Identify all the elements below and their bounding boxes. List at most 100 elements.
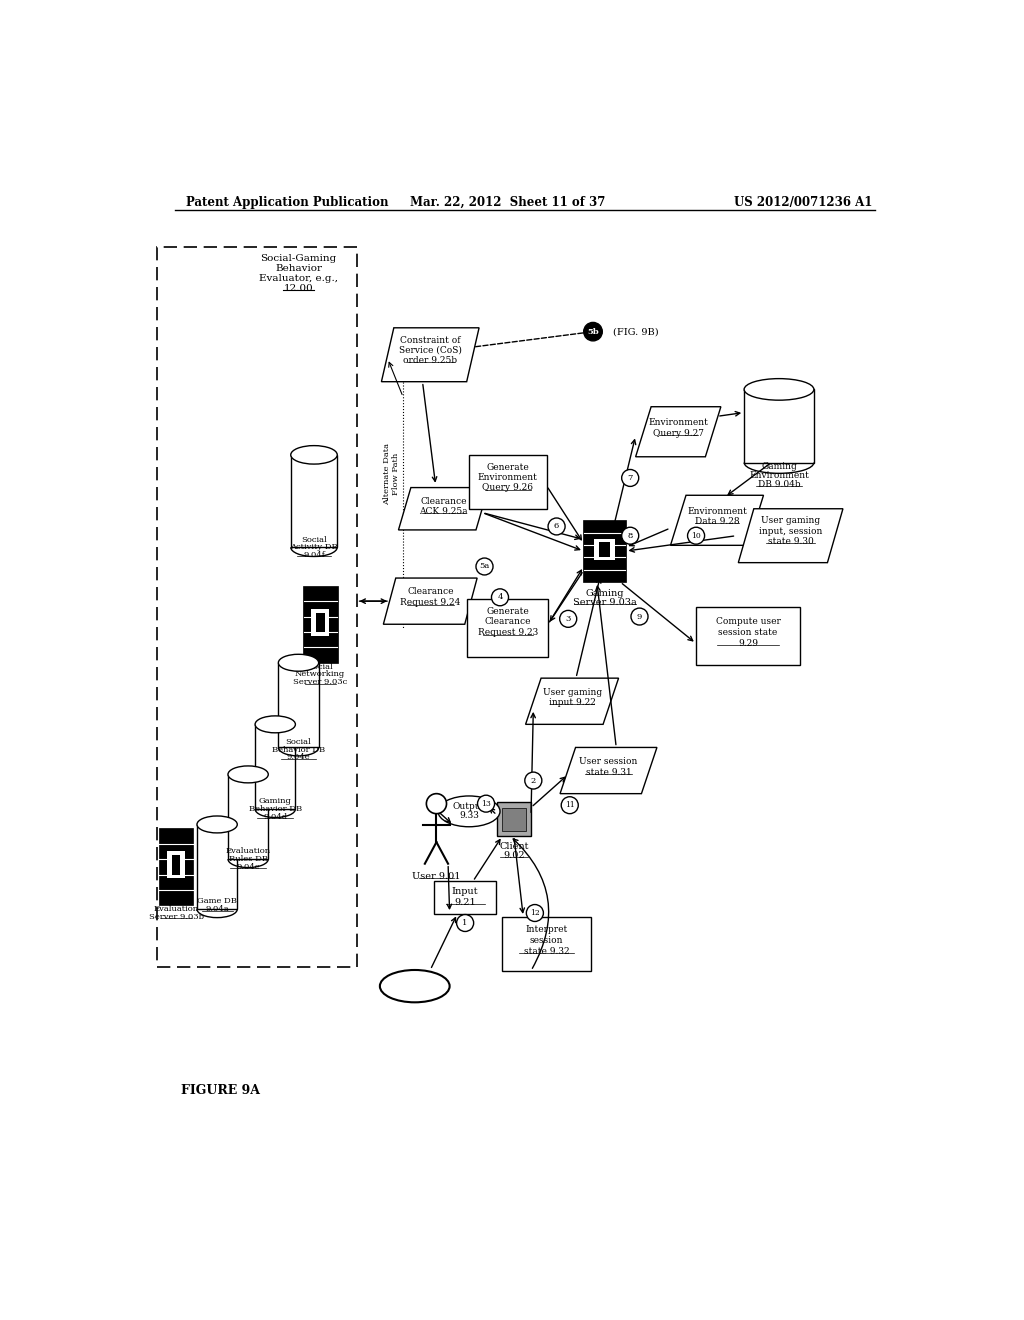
Text: Rules DB: Rules DB bbox=[228, 855, 267, 863]
Text: Query 9.26: Query 9.26 bbox=[482, 483, 534, 492]
Text: Social: Social bbox=[307, 663, 333, 671]
Text: 12.00: 12.00 bbox=[284, 284, 313, 293]
Text: Social: Social bbox=[301, 536, 327, 544]
Text: Behavior DB: Behavior DB bbox=[272, 746, 325, 754]
Text: (FIG. 9B): (FIG. 9B) bbox=[612, 327, 658, 337]
Text: Output: Output bbox=[453, 803, 485, 812]
Circle shape bbox=[525, 772, 542, 789]
Text: Data 9.28: Data 9.28 bbox=[694, 517, 739, 527]
Text: Environment: Environment bbox=[648, 418, 709, 426]
Text: Input: Input bbox=[452, 887, 478, 896]
Bar bbox=[599, 541, 610, 557]
Text: Evaluator, e.g.,: Evaluator, e.g., bbox=[259, 275, 338, 282]
Bar bbox=[291, 455, 337, 548]
Text: Mar. 22, 2012  Sheet 11 of 37: Mar. 22, 2012 Sheet 11 of 37 bbox=[410, 195, 605, 209]
Polygon shape bbox=[525, 678, 618, 725]
Circle shape bbox=[560, 610, 577, 627]
Circle shape bbox=[426, 793, 446, 813]
Text: Generate: Generate bbox=[486, 463, 529, 473]
Text: input 9.22: input 9.22 bbox=[549, 698, 596, 708]
Bar bbox=[311, 609, 329, 636]
Text: Clearance: Clearance bbox=[420, 496, 467, 506]
Text: Social: Social bbox=[286, 738, 311, 746]
Text: Social-Gaming: Social-Gaming bbox=[260, 253, 337, 263]
Text: Server 9.03a: Server 9.03a bbox=[572, 598, 637, 607]
Text: 9.33: 9.33 bbox=[459, 812, 479, 821]
Ellipse shape bbox=[228, 766, 268, 783]
Text: 9.21: 9.21 bbox=[455, 898, 476, 907]
Text: Request 9.24: Request 9.24 bbox=[400, 598, 461, 607]
Text: Environment: Environment bbox=[750, 471, 809, 480]
Text: input, session: input, session bbox=[759, 527, 822, 536]
Bar bbox=[158, 247, 356, 966]
Text: User session: User session bbox=[580, 756, 638, 766]
Text: User 9.01: User 9.01 bbox=[413, 873, 461, 882]
Circle shape bbox=[526, 904, 544, 921]
Text: Request 9.23: Request 9.23 bbox=[477, 628, 538, 638]
Circle shape bbox=[622, 470, 639, 487]
Bar bbox=[467, 599, 549, 657]
Ellipse shape bbox=[744, 379, 814, 400]
Polygon shape bbox=[383, 578, 477, 624]
Text: 8: 8 bbox=[628, 532, 633, 540]
Text: US 2012/0071236 A1: US 2012/0071236 A1 bbox=[733, 195, 872, 209]
Text: Alternate Data
Flow Path: Alternate Data Flow Path bbox=[383, 444, 400, 506]
Text: 5b: 5b bbox=[587, 327, 599, 335]
Text: 5a: 5a bbox=[479, 562, 489, 570]
Circle shape bbox=[457, 915, 474, 932]
Bar bbox=[503, 808, 525, 830]
Text: 9.04d: 9.04d bbox=[263, 813, 288, 821]
Text: 9.04a: 9.04a bbox=[206, 906, 229, 913]
Text: 4: 4 bbox=[498, 593, 503, 602]
Text: Environment: Environment bbox=[687, 507, 746, 516]
Polygon shape bbox=[560, 747, 657, 793]
Circle shape bbox=[548, 517, 565, 535]
Text: Clearance: Clearance bbox=[484, 618, 531, 627]
Text: Server 9.03c: Server 9.03c bbox=[293, 678, 347, 686]
Bar bbox=[159, 829, 194, 906]
Text: Networking: Networking bbox=[295, 671, 345, 678]
Polygon shape bbox=[381, 327, 479, 381]
Bar bbox=[303, 586, 338, 663]
Text: 12: 12 bbox=[530, 909, 540, 917]
Polygon shape bbox=[398, 487, 488, 529]
Bar bbox=[434, 882, 496, 913]
Text: order 9.25b: order 9.25b bbox=[403, 356, 458, 366]
Text: 10: 10 bbox=[691, 532, 701, 540]
Text: Patent Application Publication: Patent Application Publication bbox=[186, 195, 389, 209]
Text: state 9.32: state 9.32 bbox=[523, 946, 569, 956]
Bar bbox=[255, 725, 295, 809]
Bar bbox=[695, 607, 801, 665]
Text: Start: Start bbox=[398, 979, 431, 993]
Text: Client: Client bbox=[500, 842, 528, 850]
Bar bbox=[172, 855, 180, 875]
Text: 9.29: 9.29 bbox=[738, 639, 758, 648]
Bar bbox=[279, 663, 318, 747]
Ellipse shape bbox=[291, 446, 337, 465]
Text: Gaming: Gaming bbox=[586, 589, 624, 598]
Text: 9.04c: 9.04c bbox=[237, 863, 260, 871]
Polygon shape bbox=[636, 407, 721, 457]
Text: 9: 9 bbox=[637, 612, 642, 620]
Text: Evaluation: Evaluation bbox=[154, 906, 199, 913]
Ellipse shape bbox=[380, 970, 450, 1002]
Text: Generate: Generate bbox=[486, 607, 529, 615]
Polygon shape bbox=[671, 495, 764, 545]
Text: 13: 13 bbox=[481, 800, 490, 808]
Text: User gaming: User gaming bbox=[761, 516, 820, 525]
Bar bbox=[469, 455, 547, 508]
Text: Constraint of: Constraint of bbox=[400, 337, 461, 346]
Text: Interpret: Interpret bbox=[525, 925, 567, 935]
Text: 2: 2 bbox=[530, 776, 536, 784]
Circle shape bbox=[622, 527, 639, 544]
Text: Behavior DB: Behavior DB bbox=[249, 805, 302, 813]
Text: Gaming: Gaming bbox=[259, 797, 292, 805]
Text: Service (CoS): Service (CoS) bbox=[398, 346, 462, 355]
Text: 1: 1 bbox=[463, 919, 468, 927]
Text: Query 9.27: Query 9.27 bbox=[652, 429, 703, 438]
Text: Behavior: Behavior bbox=[275, 264, 322, 273]
Bar bbox=[315, 612, 325, 632]
Text: Gaming: Gaming bbox=[761, 462, 797, 471]
Ellipse shape bbox=[438, 796, 500, 826]
Bar bbox=[594, 539, 615, 561]
